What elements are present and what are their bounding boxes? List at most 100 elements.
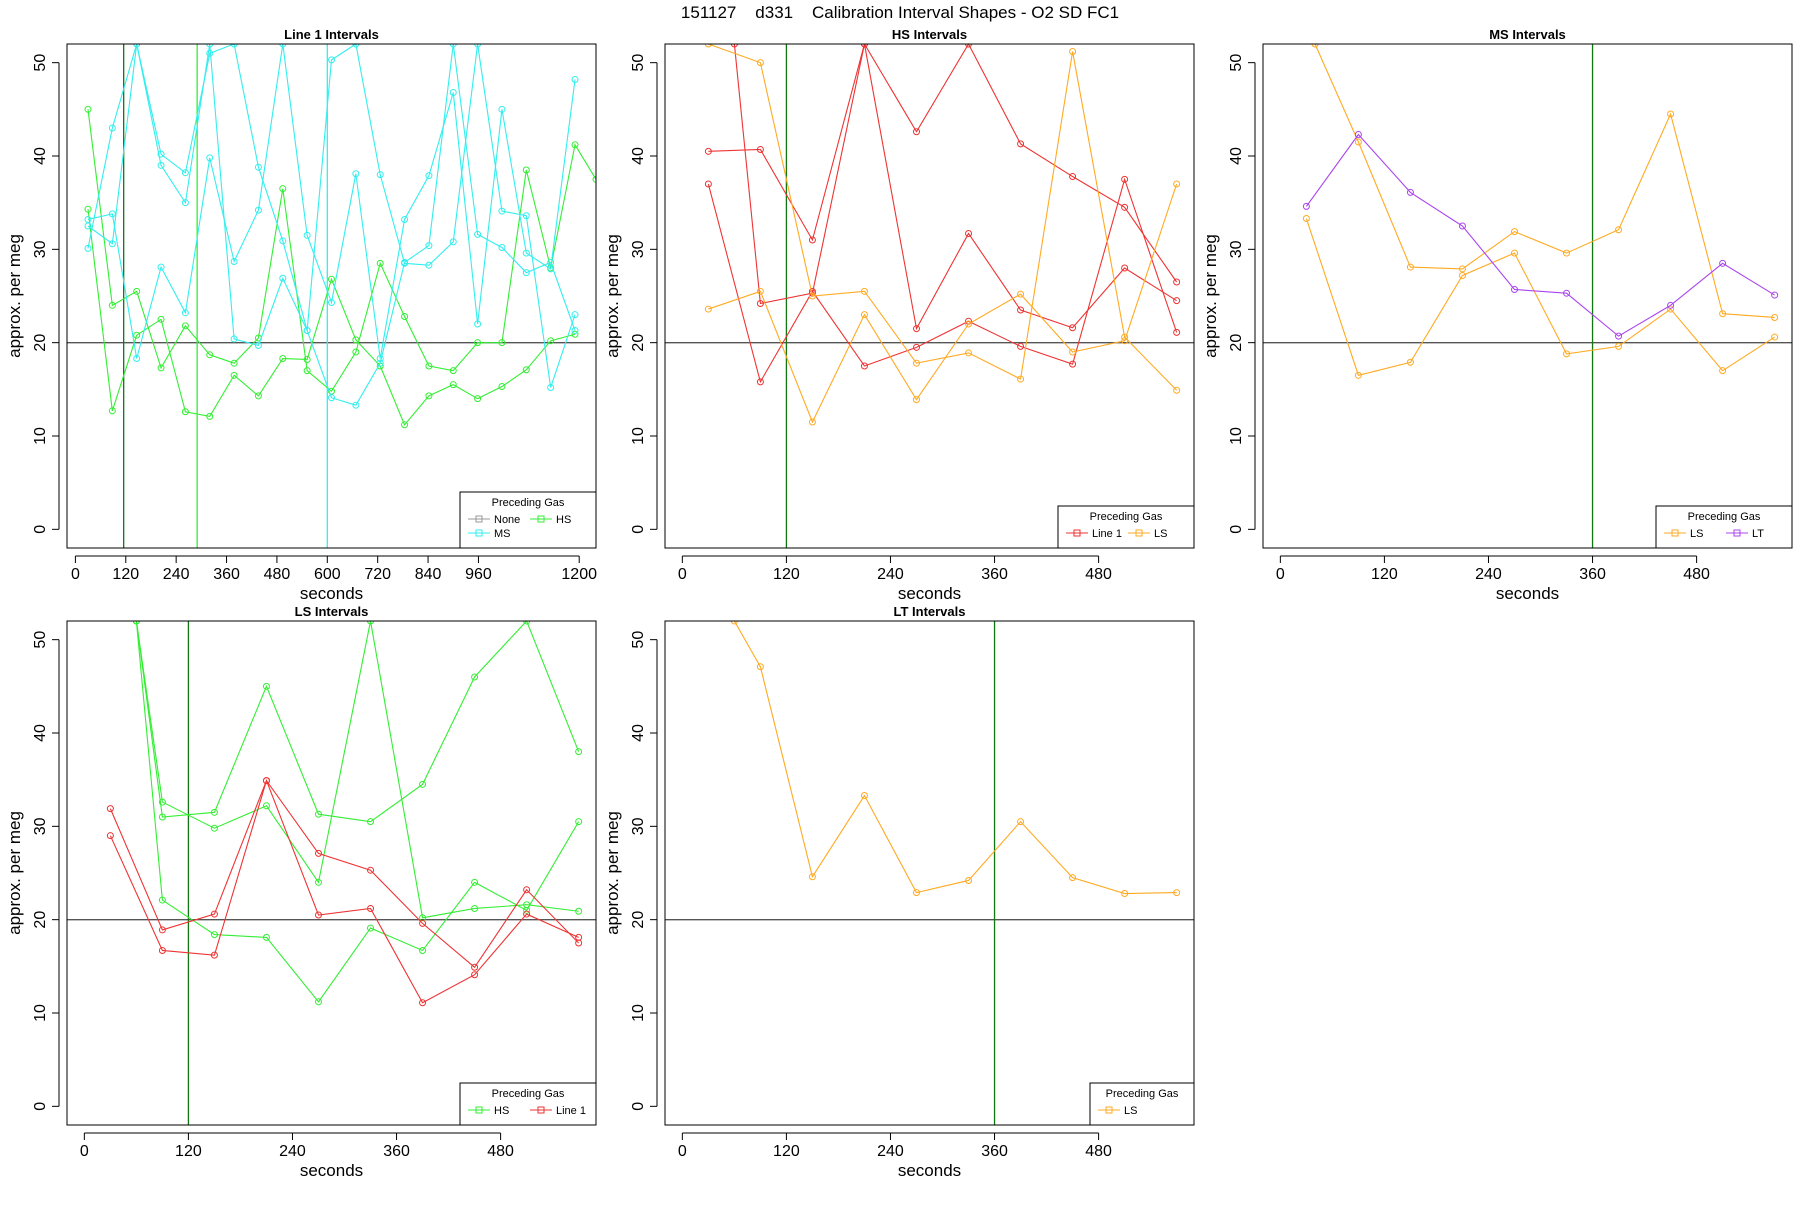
y-tick-label: 10 <box>630 1004 647 1022</box>
data-point <box>84 244 92 252</box>
data-point <box>367 621 375 625</box>
legend-item-line-1: Line 1 <box>530 1105 586 1117</box>
panel-3: 0 120 240 360 480 seconds 0 10 20 30 40 50 approx. p… <box>1201 27 1793 603</box>
data-point <box>1069 874 1077 882</box>
data-point <box>1173 889 1181 897</box>
data-point <box>1719 259 1727 267</box>
panel-2: 0 120 240 360 480 seconds 0 10 20 30 40 50 approx. p… <box>603 27 1195 603</box>
panel-title: MS Intervals <box>1489 27 1566 42</box>
y-tick-label: 0 <box>1228 525 1245 534</box>
legend-box <box>1089 1082 1195 1126</box>
y-tick-label: 50 <box>32 631 49 649</box>
x-axis: 0 120 240 360 480 600 720 840 960 1200 seconds <box>71 555 597 603</box>
y-tick-label: 0 <box>32 1102 49 1111</box>
data-point <box>1406 188 1414 196</box>
legend-item-hs: HS <box>468 1105 509 1117</box>
data-point <box>912 396 920 404</box>
data-point <box>592 175 596 183</box>
data-point <box>1354 131 1362 139</box>
y-tick-label: 30 <box>630 240 647 258</box>
legend-label: LS <box>1154 528 1167 540</box>
legend-swatch-marker <box>475 1106 483 1114</box>
data-point <box>474 230 482 238</box>
data-point <box>157 364 165 372</box>
data-point <box>912 889 920 897</box>
legend-box <box>459 491 597 549</box>
y-tick-label: 30 <box>32 240 49 258</box>
data-point <box>449 44 457 48</box>
legend-swatch-marker <box>1105 1106 1113 1114</box>
legend-box <box>1655 505 1793 549</box>
legend-item-lt: LT <box>1726 528 1764 540</box>
panel-4: 0 120 240 360 480 seconds 0 10 20 30 40 50 approx. p… <box>5 604 597 1180</box>
data-point <box>756 663 764 671</box>
y-axis-label: approx. per meg <box>603 811 622 935</box>
legend-label: LS <box>1690 528 1703 540</box>
data-point <box>419 780 427 788</box>
data-point <box>571 75 579 83</box>
data-point <box>425 172 433 180</box>
data-point <box>1406 263 1414 271</box>
data-point <box>206 44 214 48</box>
data-point <box>401 313 409 321</box>
series-line-ls <box>733 621 1177 895</box>
x-tick-label: 840 <box>415 566 442 583</box>
data-point <box>106 832 114 840</box>
x-tick-label: 240 <box>877 1143 904 1160</box>
x-tick-label: 240 <box>1475 566 1502 583</box>
legend-label: None <box>494 514 520 526</box>
legend-label: LS <box>1124 1105 1137 1117</box>
data-point <box>860 311 868 319</box>
data-point <box>498 207 506 215</box>
data-point <box>108 407 116 415</box>
data-point <box>1017 818 1025 826</box>
data-point <box>328 299 335 307</box>
x-tick-label: 0 <box>71 566 80 583</box>
x-tick-label: 120 <box>175 1143 202 1160</box>
data-point <box>522 166 530 174</box>
data-point <box>303 231 311 239</box>
y-axis: 0 10 20 30 40 50 approx. per meg <box>5 54 60 534</box>
data-point <box>133 44 141 48</box>
legend-title: Preceding Gas <box>492 497 565 509</box>
data-point <box>730 44 738 48</box>
data-point <box>808 292 816 300</box>
x-tick-label: 0 <box>1276 566 1285 583</box>
x-tick-label: 360 <box>383 1143 410 1160</box>
legend-label: MS <box>494 528 511 540</box>
legend-title: Preceding Gas <box>1688 511 1761 523</box>
y-tick-label: 40 <box>32 724 49 742</box>
data-point <box>704 180 712 188</box>
data-point <box>498 243 506 251</box>
legend-item-ls: LS <box>1664 528 1703 540</box>
data-point <box>474 320 482 328</box>
data-point <box>133 355 141 363</box>
y-tick-label: 10 <box>32 427 49 445</box>
data-point <box>547 383 555 391</box>
y-axis-label: approx. per meg <box>603 234 622 358</box>
data-point <box>314 998 322 1006</box>
data-point <box>547 337 555 345</box>
legend-box <box>1057 505 1195 549</box>
x-tick-label: 600 <box>314 566 341 583</box>
data-point <box>1121 175 1129 183</box>
data-point <box>730 621 738 625</box>
plot-frame <box>66 43 597 549</box>
data-point <box>352 336 360 344</box>
series-line-hs <box>87 109 596 393</box>
x-tick-label: 240 <box>279 1143 306 1160</box>
y-axis: 0 10 20 30 40 50 approx. per meg <box>603 631 658 1111</box>
data-point <box>181 408 189 416</box>
plot-frame <box>1262 43 1793 549</box>
data-point <box>808 236 816 244</box>
data-point <box>1017 342 1025 350</box>
x-tick-label: 120 <box>1371 566 1398 583</box>
data-point <box>965 349 973 357</box>
data-point <box>1311 44 1319 48</box>
x-tick-label: 120 <box>112 566 139 583</box>
data-point <box>1615 342 1623 350</box>
legend-item-ls: LS <box>1128 528 1167 540</box>
plot-frame <box>66 620 597 1126</box>
x-axis-label: seconds <box>300 584 363 603</box>
data-point <box>210 951 218 959</box>
